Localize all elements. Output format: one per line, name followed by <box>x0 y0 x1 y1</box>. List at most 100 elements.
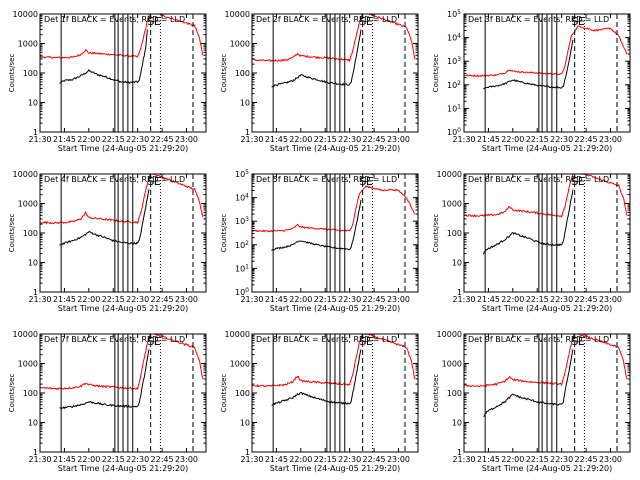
marker-s-label: S <box>571 15 578 28</box>
x-tick-label: 22:00 <box>289 135 312 144</box>
y-tick-label: 1000 <box>442 360 462 369</box>
y-axis-label: Counts/sec <box>220 54 228 93</box>
series-events-line <box>483 39 574 90</box>
panel-title: Det 8f BLACK = Events, RED = LLD <box>256 335 397 344</box>
panel-5: S E 21:30 21:45 22:00 22:15 22:30 22:45 23:00 100… <box>220 169 419 313</box>
x-tick-label: 22:45 <box>151 455 174 464</box>
panel-4: S E 21:30 21:45 22:00 22:15 22:30 22:45 23:00 1 10… <box>8 170 207 313</box>
x-tick-label: 22:30 <box>126 295 149 304</box>
panel-title: Det 3f BLACK = Events, RED = LLD <box>468 15 609 24</box>
series-lld-line <box>252 334 416 388</box>
series-lld-line <box>464 334 628 388</box>
x-tick-label: 21:45 <box>477 455 500 464</box>
x-tick-label: 22:30 <box>338 455 361 464</box>
y-tick-label: 100 <box>235 69 250 78</box>
x-tick-label: 21:30 <box>240 135 263 144</box>
marker-e-label: E <box>578 335 585 348</box>
x-tick-label: 22:00 <box>501 455 524 464</box>
x-tick-label: 22:00 <box>501 135 524 144</box>
x-tick-label: 22:00 <box>77 295 100 304</box>
panel-3: S E 21:30 21:45 22:00 22:15 22:30 22:45 23:00 100… <box>432 9 631 153</box>
x-tick-label: 23:00 <box>175 455 198 464</box>
x-tick-label: 22:30 <box>126 455 149 464</box>
x-tick-label: 23:00 <box>599 455 622 464</box>
x-tick-label: 22:30 <box>550 135 573 144</box>
y-tick-label: 100 <box>23 69 38 78</box>
x-tick-label: 22:45 <box>151 295 174 304</box>
x-tick-label: 22:00 <box>289 295 312 304</box>
series-events-line <box>271 199 362 251</box>
y-tick-label: 1 <box>457 288 462 297</box>
x-tick-label: 22:30 <box>338 295 361 304</box>
x-tick-label: 22:45 <box>363 135 386 144</box>
x-tick-label: 22:15 <box>314 135 337 144</box>
x-tick-label: 22:45 <box>151 135 174 144</box>
y-tick-label: 102 <box>235 240 249 250</box>
x-tick-label: 22:00 <box>77 455 100 464</box>
y-tick-label: 101 <box>447 103 461 113</box>
x-tick-label: 21:30 <box>240 455 263 464</box>
marker-e-label: E <box>154 15 161 28</box>
y-tick-label: 100 <box>235 287 249 297</box>
x-tick-label: 22:00 <box>289 455 312 464</box>
x-tick-label: 21:45 <box>265 135 288 144</box>
y-tick-label: 1 <box>245 128 250 137</box>
plot-frame <box>463 13 631 133</box>
x-tick-label: 21:30 <box>452 295 475 304</box>
series-lld-line <box>252 14 416 63</box>
x-tick-label: 21:45 <box>477 135 500 144</box>
y-tick-label: 10000 <box>13 330 38 339</box>
x-axis-label: Start Time (24-Aug-05 21:29:20) <box>58 304 189 313</box>
y-axis-label: Counts/sec <box>432 214 440 253</box>
y-tick-label: 101 <box>235 263 249 273</box>
panel-7: S E 21:30 21:45 22:00 22:15 22:30 22:45 23:00 1 10… <box>8 330 207 473</box>
panel-6: S E 21:30 21:45 22:00 22:15 22:30 22:45 23:00 1 10… <box>432 170 631 313</box>
y-tick-label: 103 <box>235 216 249 226</box>
panel-2: S E 21:30 21:45 22:00 22:15 22:30 22:45 23:00 1 10… <box>220 10 419 153</box>
x-tick-label: 22:45 <box>575 135 598 144</box>
x-tick-label: 21:30 <box>28 295 51 304</box>
y-tick-label: 104 <box>447 33 461 43</box>
panel-9: S E 21:30 21:45 22:00 22:15 22:30 22:45 23:00 1 10… <box>432 330 631 473</box>
marker-e-label: E <box>366 335 373 348</box>
x-axis-label: Start Time (24-Aug-05 21:29:20) <box>482 144 613 153</box>
panel-title: Det 7f BLACK = Events, RED = LLD <box>44 335 185 344</box>
y-tick-label: 104 <box>235 193 249 203</box>
marker-s-label: S <box>571 335 578 348</box>
y-tick-label: 10000 <box>13 170 38 179</box>
series-events-line <box>59 189 150 246</box>
y-tick-label: 100 <box>447 389 462 398</box>
marker-s-label: S <box>359 335 366 348</box>
series-lld-line <box>40 14 204 60</box>
y-tick-label: 1 <box>33 288 38 297</box>
marker-e-label: E <box>154 335 161 348</box>
marker-s-label: S <box>147 175 154 188</box>
x-tick-label: 22:15 <box>526 455 549 464</box>
series-events-line <box>271 349 362 406</box>
x-tick-label: 23:00 <box>599 295 622 304</box>
panel-title: Det 5f BLACK = Events, RED = LLD <box>256 175 397 184</box>
y-tick-label: 10000 <box>13 10 38 19</box>
series-lld-line <box>464 25 628 78</box>
x-tick-label: 22:45 <box>363 295 386 304</box>
x-axis-label: Start Time (24-Aug-05 21:29:20) <box>270 144 401 153</box>
x-tick-label: 21:30 <box>452 135 475 144</box>
marker-e-label: E <box>366 15 373 28</box>
y-tick-label: 1000 <box>18 360 38 369</box>
panel-title: Det 1f BLACK = Events, RED = LLD <box>44 15 185 24</box>
x-tick-label: 21:30 <box>452 455 475 464</box>
y-tick-label: 100 <box>235 389 250 398</box>
x-tick-label: 22:15 <box>314 455 337 464</box>
marker-e-label: E <box>154 175 161 188</box>
marker-s-label: S <box>571 175 578 188</box>
plot-frame <box>251 173 419 293</box>
y-tick-label: 10 <box>452 419 462 428</box>
x-tick-label: 22:15 <box>102 455 125 464</box>
x-tick-label: 21:45 <box>477 295 500 304</box>
y-tick-label: 10 <box>28 419 38 428</box>
series-events-line <box>59 349 150 410</box>
x-tick-label: 22:15 <box>526 135 549 144</box>
y-tick-label: 1000 <box>230 40 250 49</box>
y-tick-label: 100 <box>23 229 38 238</box>
